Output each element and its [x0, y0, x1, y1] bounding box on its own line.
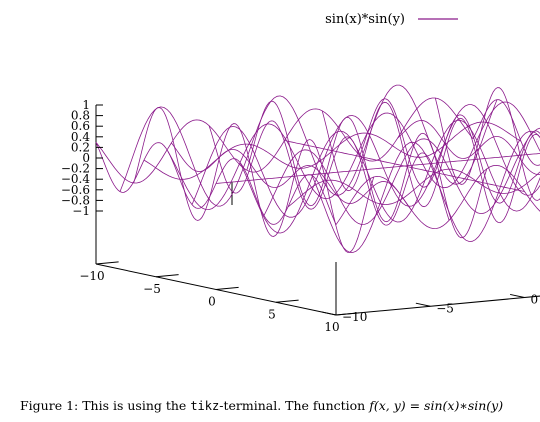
surface-line-const-y — [472, 99, 540, 166]
x-tick-label: −10 — [79, 269, 104, 283]
z-tick-label: 0.4 — [71, 130, 90, 144]
z-tick-label: 0.8 — [71, 109, 90, 123]
surface-line-const-x — [95, 97, 474, 184]
z-tick-label: 0 — [82, 151, 90, 165]
z-tick-label: −0.4 — [61, 172, 91, 186]
surface-plot: 10.80.60.40.20−0.2−0.4−0.6−0.8−1−10−5051… — [61, 12, 540, 334]
x-tick — [155, 274, 179, 278]
caption-term: tikz — [190, 399, 220, 413]
x-tick-label: −5 — [143, 282, 161, 296]
surface-line-const-x — [239, 119, 540, 234]
x-tick — [95, 261, 119, 265]
z-tick-label: −0.2 — [61, 162, 90, 176]
z-tick-label: 0.2 — [71, 140, 90, 154]
x-tick-label: 0 — [208, 295, 216, 309]
caption-prefix: Figure 1: This is using the — [20, 398, 191, 413]
surface-line-const-x — [215, 153, 540, 184]
x-tick — [275, 299, 299, 303]
surface-mesh — [95, 84, 540, 253]
x-tick-label: 5 — [268, 307, 276, 321]
legend-label: sin(x)*sin(y) — [325, 12, 405, 27]
surface-line-const-x — [263, 127, 540, 225]
surface-line-const-x — [191, 104, 540, 218]
z-tick-label: −0.6 — [61, 183, 90, 197]
surface-line-const-x — [287, 168, 540, 208]
z-tick-label: −1 — [72, 204, 90, 218]
surface-line-const-x — [335, 164, 540, 230]
x-tick — [335, 312, 359, 316]
caption-middle: -terminal. The function — [219, 398, 370, 413]
z-tick-label: 0.6 — [71, 119, 90, 133]
y-tick — [415, 302, 431, 307]
figure-caption: Figure 1: This is using the tikz-termina… — [20, 398, 530, 413]
caption-formula: f(x, y) = sin(x)∗sin(y) — [369, 398, 504, 413]
surface-line-const-y — [359, 98, 540, 204]
z-tick-label: 1 — [82, 98, 90, 112]
y-tick-label: −10 — [342, 310, 367, 324]
surface-line-const-x — [311, 130, 540, 253]
surface-line-const-x — [167, 101, 540, 211]
legend: sin(x)*sin(y) — [325, 12, 458, 27]
y-tick-label: 0 — [531, 293, 539, 307]
z-tick-label: −0.8 — [61, 193, 90, 207]
y-tick — [509, 293, 525, 298]
y-tick-label: −5 — [436, 301, 454, 315]
y-tick — [321, 311, 337, 316]
surface-line-const-x — [119, 84, 498, 207]
tick-labels: 10.80.60.40.20−0.2−0.4−0.6−0.8−1−10−5051… — [61, 98, 539, 334]
surface-line-const-x — [143, 121, 522, 180]
surface-line-const-y — [434, 87, 540, 201]
x-tick-label: 10 — [324, 320, 339, 334]
x-tick — [215, 286, 239, 290]
